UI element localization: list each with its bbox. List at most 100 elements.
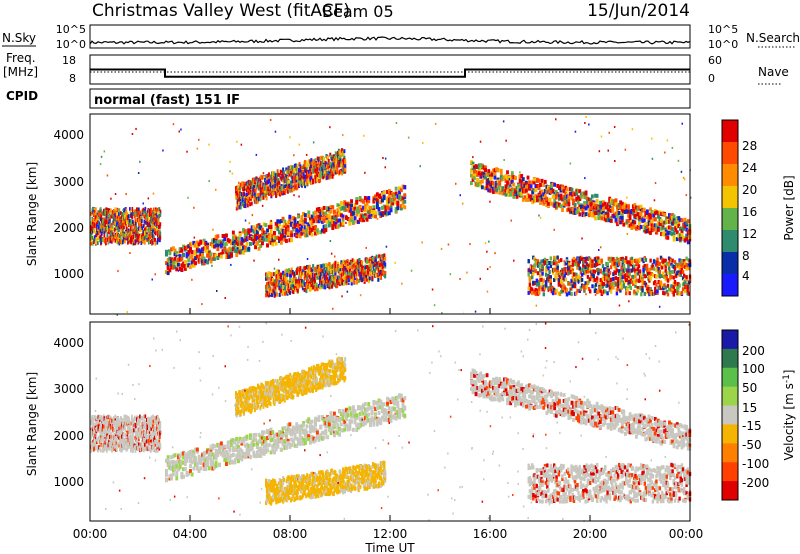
- power-cell: [625, 209, 629, 213]
- power-cell: [477, 163, 481, 168]
- power-cell: [302, 221, 305, 226]
- power-cell: [401, 196, 405, 201]
- power-cell: [540, 197, 544, 202]
- power-cell: [230, 248, 233, 253]
- power-cell: [104, 212, 107, 217]
- power-cell: [358, 258, 361, 262]
- power-cell: [109, 215, 111, 219]
- power-cell: [476, 164, 480, 169]
- power-cell: [300, 180, 303, 185]
- power-cell: [545, 184, 549, 189]
- power-cell: [565, 199, 569, 204]
- power-cell: [564, 191, 568, 196]
- power-cell: [90, 241, 92, 246]
- power-cell: [499, 175, 503, 180]
- power-cell: [221, 239, 225, 244]
- power-cell: [527, 272, 530, 277]
- power-cell: [565, 208, 569, 213]
- power-cell: [658, 269, 662, 274]
- power-cell: [614, 211, 618, 216]
- power-cell: [118, 208, 121, 213]
- power-cell: [479, 179, 483, 184]
- power-cell: [147, 217, 149, 222]
- power-cell: [558, 185, 561, 190]
- power-cell: [680, 218, 684, 223]
- power-cell: [529, 194, 533, 199]
- power-cell: [159, 231, 162, 236]
- power-cell: [520, 174, 524, 178]
- power-cell: [545, 203, 549, 207]
- power-cell: [131, 214, 134, 219]
- power-cell: [583, 191, 586, 196]
- power-cell: [113, 227, 115, 232]
- power-cell: [362, 213, 365, 218]
- freq-tick-bottom: 8: [69, 72, 76, 85]
- power-cell: [289, 273, 292, 278]
- power-cell: [554, 195, 558, 200]
- power-cell: [600, 279, 603, 284]
- power-cell: [652, 213, 656, 218]
- power-cell: [492, 168, 495, 173]
- power-cell: [303, 213, 307, 218]
- power-cell: [237, 236, 240, 241]
- power-cell: [575, 197, 579, 202]
- power-cell: [144, 230, 146, 235]
- power-cell: [291, 215, 295, 220]
- power-cell: [667, 266, 671, 271]
- power-cell: [672, 235, 676, 239]
- power-cell: [605, 277, 608, 281]
- power-cell: [282, 175, 285, 180]
- power-cell: [133, 226, 136, 231]
- power-cell: [675, 224, 679, 229]
- power-cell: [285, 238, 288, 243]
- power-cell: [185, 252, 189, 257]
- power-cell: [213, 256, 216, 261]
- power-cell: [228, 251, 232, 256]
- power-cell: [108, 236, 110, 241]
- power-cell: [556, 184, 560, 188]
- power-cell: [319, 155, 322, 160]
- power-cell: [303, 228, 307, 233]
- power-cell: [559, 193, 563, 198]
- power-cell: [221, 241, 225, 246]
- power-cell: [614, 217, 618, 222]
- power-cell: [293, 277, 296, 282]
- power-cell: [221, 250, 225, 255]
- power-cell: [600, 200, 604, 205]
- power-cell: [103, 208, 105, 213]
- power-cell: [279, 288, 282, 293]
- power-cell: [314, 210, 317, 215]
- power-cell: [321, 219, 324, 224]
- power-cell: [668, 230, 671, 235]
- power-cell: [521, 182, 525, 187]
- power-cell: [289, 186, 292, 191]
- power-cell: [613, 261, 616, 266]
- power-cell: [249, 202, 252, 207]
- power-cell: [115, 217, 117, 222]
- power-cell: [635, 291, 638, 296]
- power-cell: [677, 220, 681, 225]
- power-cell: [245, 230, 249, 235]
- power-cell: [290, 180, 292, 185]
- power-cell: [237, 242, 240, 247]
- power-cell: [586, 274, 590, 279]
- power-cell: [146, 227, 149, 232]
- power-cell: [539, 183, 542, 187]
- power-cell: [286, 231, 290, 236]
- power-cell: [387, 211, 391, 216]
- power-cell: [379, 211, 383, 216]
- power-cell: [474, 165, 478, 169]
- power-cell: [301, 165, 303, 170]
- power-cell: [131, 206, 134, 211]
- power-cell: [268, 172, 270, 177]
- power-cell: [253, 183, 256, 188]
- power-cell: [542, 278, 545, 283]
- power-cell: [105, 219, 107, 224]
- power-cell: [375, 205, 379, 210]
- power-cell: [528, 194, 531, 199]
- power-cell: [553, 198, 557, 203]
- power-cell: [572, 200, 575, 205]
- power-cell: [336, 218, 340, 223]
- power-cell: [95, 218, 98, 223]
- power-cell: [118, 224, 120, 229]
